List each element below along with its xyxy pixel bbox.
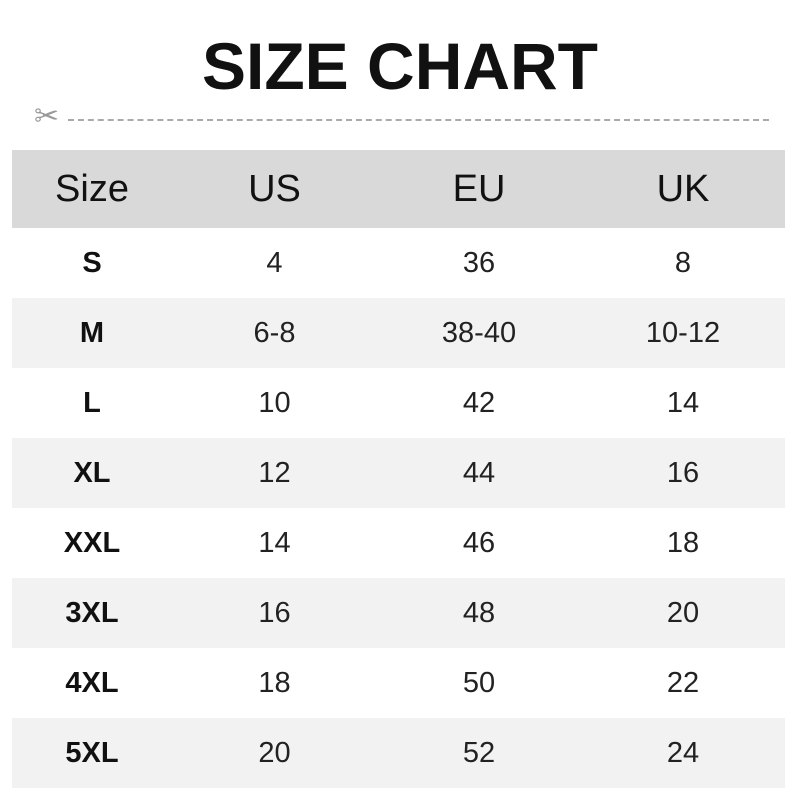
cell-uk: 8: [674, 246, 692, 279]
cell-uk: 24: [581, 718, 785, 788]
table-row: 4XL 18 50 22: [12, 648, 785, 718]
cell-size: M: [12, 298, 172, 368]
cell-size: XXL: [63, 526, 121, 559]
page-title: SIZE CHART: [202, 29, 598, 103]
cell-uk: 14: [666, 386, 700, 419]
cell-eu: 44: [377, 438, 581, 508]
cell-uk: 22: [666, 666, 700, 699]
cell-uk: 10-12: [581, 298, 785, 368]
table-row: XL 12 44 16: [12, 438, 785, 508]
table-row: 5XL 20 52 24: [12, 718, 785, 788]
cell-us: 4: [266, 246, 283, 279]
cell-size: S: [82, 246, 102, 279]
table-row: 3XL 16 48 20: [12, 578, 785, 648]
cell-eu: 50: [462, 666, 496, 699]
table-row: L 10 42 14: [12, 368, 785, 438]
cell-size: 4XL: [65, 666, 119, 699]
cell-size: 5XL: [12, 718, 172, 788]
cell-eu: 46: [462, 526, 496, 559]
cell-us: 18: [258, 666, 291, 699]
cell-us: 12: [172, 438, 377, 508]
scissors-icon: ✂: [34, 100, 60, 133]
cell-eu: 36: [462, 246, 496, 279]
cell-us: 14: [258, 526, 291, 559]
cell-size: XL: [12, 438, 172, 508]
cell-us: 6-8: [172, 298, 377, 368]
cut-line-divider: ✂: [34, 102, 769, 132]
cell-uk: 20: [581, 578, 785, 648]
cell-eu: 42: [462, 386, 496, 419]
table-header-row: Size US EU UK: [12, 150, 785, 228]
cell-eu: 52: [377, 718, 581, 788]
size-chart-table: Size US EU UK S 4 36 8 M 6-8 38-40 10-12 L 10 42 14…: [12, 150, 785, 788]
table-row: M 6-8 38-40 10-12: [12, 298, 785, 368]
cell-us: 16: [172, 578, 377, 648]
header-us: US: [172, 150, 377, 228]
cell-size: 3XL: [12, 578, 172, 648]
header-eu: EU: [377, 150, 581, 228]
cell-us: 10: [258, 386, 291, 419]
cell-uk: 18: [666, 526, 700, 559]
cell-uk: 16: [581, 438, 785, 508]
cell-size: L: [83, 386, 101, 419]
cell-us: 20: [172, 718, 377, 788]
header-uk: UK: [581, 150, 785, 228]
table-row: XXL 14 46 18: [12, 508, 785, 578]
cell-eu: 48: [377, 578, 581, 648]
cell-eu: 38-40: [377, 298, 581, 368]
dashed-line: [68, 119, 769, 121]
header-size: Size: [12, 150, 172, 228]
table-row: S 4 36 8: [12, 228, 785, 298]
